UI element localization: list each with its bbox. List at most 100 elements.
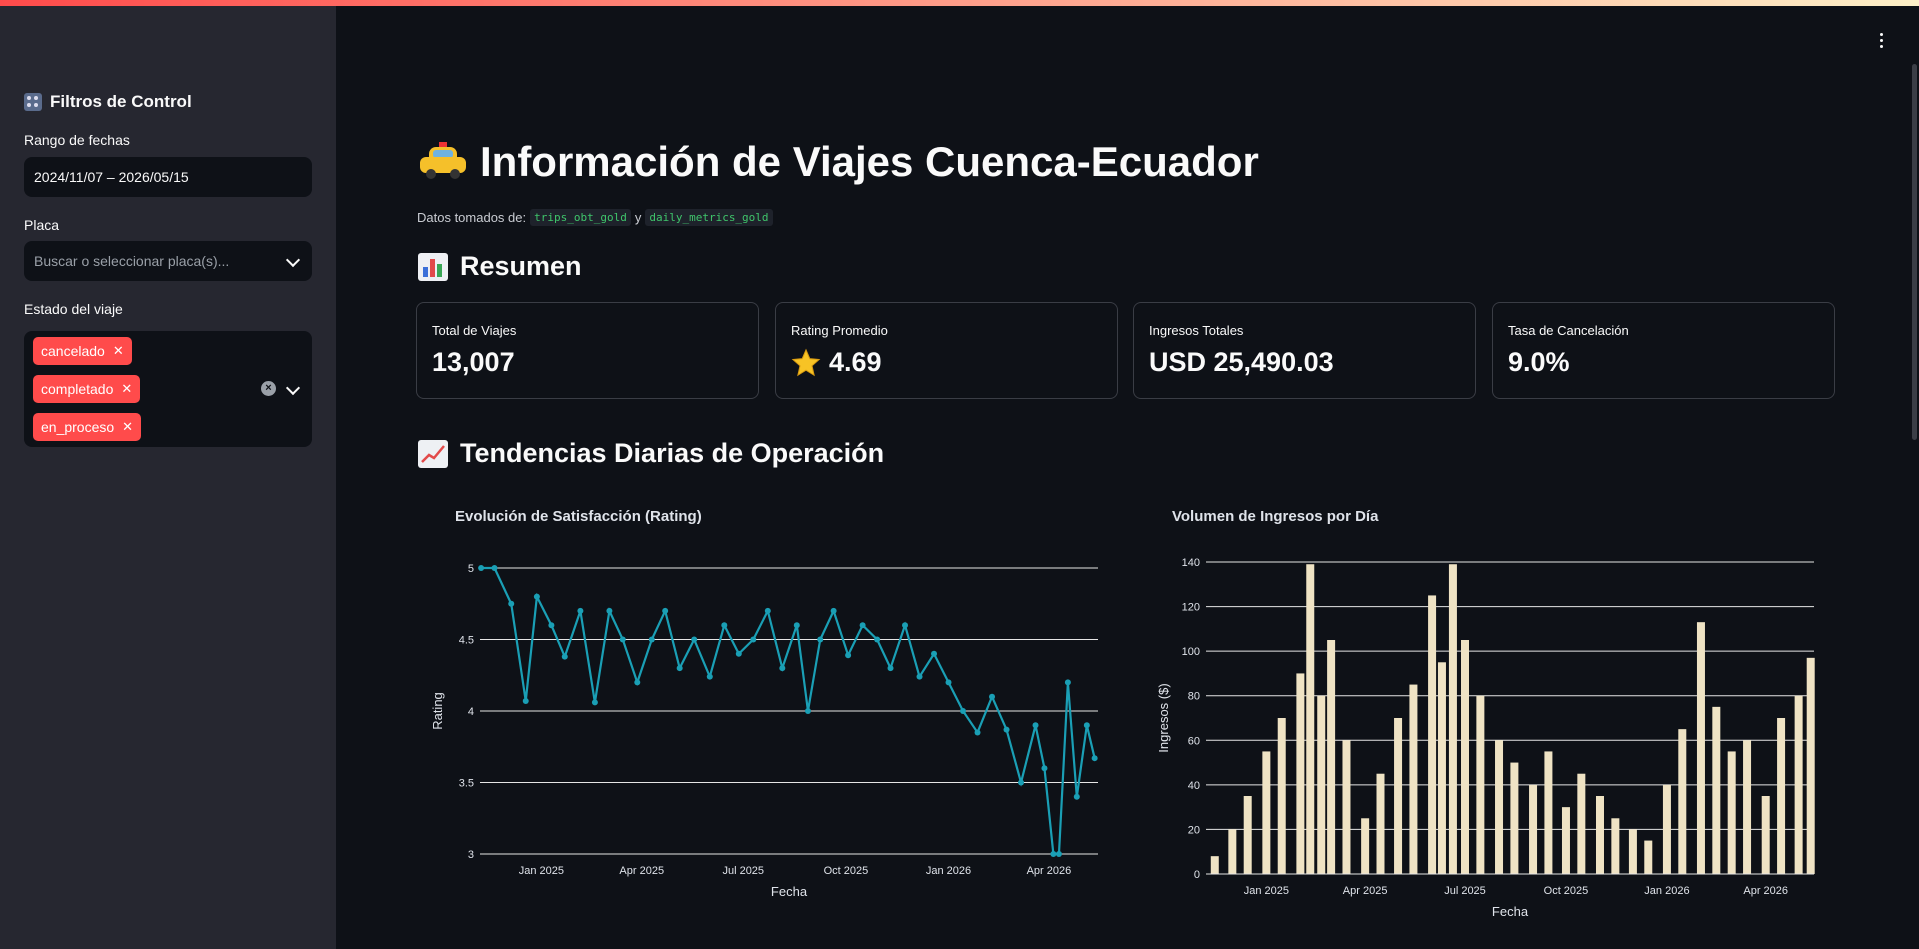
rating-point <box>845 652 852 659</box>
rating-point <box>591 699 598 706</box>
rating-point <box>606 607 613 614</box>
remove-tag-icon[interactable]: ✕ <box>121 381 133 396</box>
chevron-down-icon[interactable] <box>285 252 301 268</box>
revenue-bar <box>1595 796 1604 874</box>
rating-point <box>1032 722 1039 729</box>
revenue-bar <box>1296 673 1305 874</box>
metric-card-total-trips: Total de Viajes 13,007 <box>416 302 759 399</box>
trend-chart-icon <box>418 439 448 468</box>
metric-card-revenue: Ingresos Totales USD 25,490.03 <box>1133 302 1476 399</box>
metric-card-rating: Rating Promedio 4.69 <box>775 302 1118 399</box>
revenue-bar <box>1448 564 1457 874</box>
x-tick-label: Oct 2025 <box>824 865 869 877</box>
rating-point <box>634 679 641 686</box>
revenue-bar <box>1277 718 1286 874</box>
revenue-bar <box>1327 640 1336 874</box>
revenue-bar <box>1317 695 1326 874</box>
revenue-bar <box>1561 807 1570 874</box>
rating-point <box>945 679 952 686</box>
app-top-decoration <box>0 0 1919 6</box>
source-prefix: Datos tomados de: <box>417 210 527 225</box>
summary-heading: Resumen <box>418 251 582 282</box>
rating-point <box>619 636 626 643</box>
source-join: y <box>634 210 642 225</box>
x-tick-label: Jul 2025 <box>1444 885 1486 897</box>
rating-point <box>491 565 498 571</box>
y-tick-label: 4 <box>468 706 474 718</box>
revenue-bar <box>1644 840 1653 874</box>
status-tag-label: en_proceso <box>41 419 115 435</box>
remove-tag-icon[interactable]: ✕ <box>112 343 124 358</box>
rating-point <box>522 697 529 704</box>
rating-point <box>764 607 771 614</box>
data-source-line: Datos tomados de: trips_obt_gold y daily… <box>417 209 773 226</box>
revenue-bar <box>1761 796 1770 874</box>
x-tick-label: Apr 2026 <box>1743 885 1788 897</box>
revenue-bar <box>1342 740 1351 874</box>
rating-point <box>902 622 909 629</box>
chevron-down-icon[interactable] <box>285 380 301 396</box>
plate-select[interactable]: Buscar o seleccionar placa(s)... <box>24 241 312 281</box>
revenue-bar <box>1806 657 1815 874</box>
y-tick-label: 20 <box>1188 824 1200 836</box>
revenue-bar <box>1662 784 1671 874</box>
y-tick-label: 4.5 <box>459 635 474 647</box>
clear-all-icon[interactable]: × <box>261 381 276 396</box>
scrollbar[interactable] <box>1912 64 1917 440</box>
metric-value: 13,007 <box>432 347 515 377</box>
x-axis-label: Fecha <box>1492 904 1529 919</box>
x-tick-label: Jan 2025 <box>519 865 564 877</box>
rating-point <box>721 622 728 629</box>
revenue-bar <box>1394 718 1403 874</box>
metric-card-cancellation: Tasa de Cancelación 9.0% <box>1492 302 1835 399</box>
revenue-bar <box>1361 818 1370 874</box>
date-range-value: 2024/11/07 – 2026/05/15 <box>34 169 189 185</box>
rating-point <box>561 653 568 660</box>
source-table-trips: trips_obt_gold <box>530 209 631 226</box>
metric-label: Ingresos Totales <box>1149 323 1244 338</box>
metric-value: USD 25,490.03 <box>1149 347 1334 377</box>
rating-point <box>735 650 742 657</box>
revenue-chart[interactable]: 0 20 40 60 80 100 120 140 Jan 2025 Apr 2025 Jul 20… <box>1140 540 1840 930</box>
status-label: Estado del viaje <box>24 301 123 317</box>
rating-point <box>779 665 786 672</box>
summary-heading-text: Resumen <box>460 251 582 281</box>
revenue-bar <box>1678 729 1687 874</box>
status-multiselect[interactable]: cancelado ✕ completado ✕ en_proceso ✕ × <box>24 331 312 447</box>
revenue-bar <box>1712 706 1721 874</box>
revenue-bar <box>1794 695 1803 874</box>
remove-tag-icon[interactable]: ✕ <box>122 419 134 434</box>
metric-label: Rating Promedio <box>791 323 888 338</box>
star-icon <box>791 348 821 376</box>
rating-point <box>1050 851 1057 857</box>
rating-chart[interactable]: 3 3.5 4 4.5 5 Jan 2025 Apr 2025 Jul 2025 Oct 202… <box>420 540 1120 930</box>
rating-point <box>508 600 515 607</box>
x-tick-label: Apr 2025 <box>619 865 664 877</box>
y-tick-label: 0 <box>1194 869 1200 881</box>
rating-point <box>960 708 967 714</box>
revenue-bar <box>1376 773 1385 874</box>
rating-point <box>1073 793 1080 800</box>
status-tag-label: completado <box>41 381 114 397</box>
sidebar-title-text: Filtros de Control <box>50 92 192 111</box>
rating-point <box>1003 726 1010 733</box>
x-tick-label: Jan 2026 <box>926 865 971 877</box>
source-table-daily: daily_metrics_gold <box>645 209 773 226</box>
date-range-input[interactable]: 2024/11/07 – 2026/05/15 <box>24 157 312 197</box>
x-tick-label: Jan 2025 <box>1244 885 1289 897</box>
y-tick-label: 120 <box>1182 602 1200 614</box>
y-tick-label: 3 <box>468 849 474 861</box>
main-menu-icon[interactable] <box>1880 33 1884 51</box>
revenue-bar <box>1611 818 1620 874</box>
metric-label: Total de Viajes <box>432 323 517 338</box>
rating-chart-title: Evolución de Satisfacción (Rating) <box>455 508 702 525</box>
revenue-bar <box>1461 640 1470 874</box>
plate-placeholder: Buscar o seleccionar placa(s)... <box>34 253 230 269</box>
y-axis-label: Ingresos ($) <box>1156 683 1171 752</box>
rating-point <box>830 607 837 614</box>
x-tick-label: Oct 2025 <box>1544 885 1589 897</box>
revenue-bar <box>1409 684 1418 874</box>
rating-point <box>817 636 824 643</box>
rating-point <box>750 636 757 643</box>
status-tag-label: cancelado <box>41 343 105 359</box>
